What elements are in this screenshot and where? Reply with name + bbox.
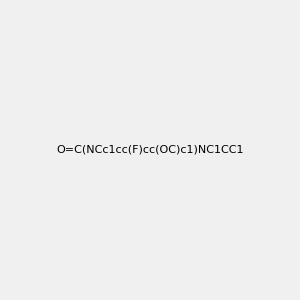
Text: O=C(NCc1cc(F)cc(OC)c1)NC1CC1: O=C(NCc1cc(F)cc(OC)c1)NC1CC1: [56, 145, 244, 155]
